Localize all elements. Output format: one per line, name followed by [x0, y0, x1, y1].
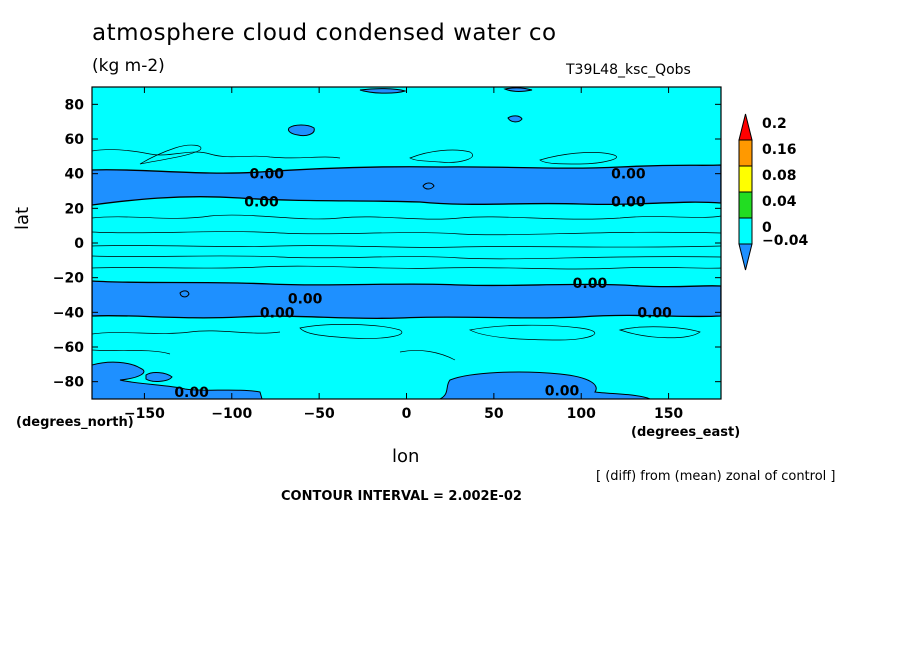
- y-tick-label: 80: [65, 97, 85, 113]
- negative-area-south-east: [439, 371, 651, 399]
- y-tick-label: −60: [53, 340, 84, 356]
- thin-contours: [92, 144, 721, 361]
- negative-band-north: [92, 164, 721, 206]
- colorbar-label: 0: [762, 220, 772, 236]
- colorbar-label: −0.04: [762, 233, 809, 249]
- colorbar-segment: [738, 217, 753, 245]
- negative-area-small-2: [507, 115, 523, 123]
- y-tick-label: 20: [65, 201, 85, 217]
- contour-label: 0.00: [611, 167, 646, 183]
- colorbar-label: 0.04: [762, 194, 797, 210]
- contour-label: 0.00: [637, 305, 672, 321]
- contour-label: 0.00: [244, 194, 279, 210]
- negative-area-small-1: [288, 124, 315, 137]
- negative-area-north-pole: [359, 87, 533, 94]
- x-axis-label: lon: [392, 446, 420, 467]
- x-axis: −150 −100 −50 0 50 100 150: [124, 87, 683, 422]
- negative-area-small-3: [422, 182, 435, 190]
- negative-area-south-west: [92, 361, 263, 399]
- colorbar-segment: [738, 165, 753, 193]
- contour-label: 0.00: [249, 167, 284, 183]
- x-tick-label: −100: [211, 406, 252, 422]
- colorbar-top-arrow: [738, 113, 753, 141]
- y-tick-label: 40: [65, 167, 85, 183]
- negative-band-south: [92, 280, 721, 320]
- negative-area-small-4: [179, 290, 190, 298]
- colorbar-label: 0.2: [762, 116, 787, 132]
- contour-label: 0.00: [174, 385, 209, 401]
- y-tick-label: 0: [74, 236, 84, 252]
- x-tick-label: 100: [567, 406, 596, 422]
- x-tick-label: −50: [304, 406, 335, 422]
- y-tick-label: −40: [53, 305, 84, 321]
- x-axis-units: (degrees_east): [631, 425, 741, 440]
- colorbar: −0.040 0.04 0.08 0.16 0.2: [738, 113, 809, 271]
- x-tick-label: 0: [402, 406, 412, 422]
- contour-label: 0.00: [288, 291, 323, 307]
- contour-labels: 0.000.000.000.000.000.000.00 0.000.00 0.00: [174, 167, 672, 401]
- y-tick-label: −80: [53, 375, 84, 391]
- colorbar-bottom-arrow: [738, 243, 753, 271]
- negative-area-south-small: [145, 372, 173, 382]
- chart-title: atmosphere cloud condensed water co: [92, 20, 557, 46]
- colorbar-segment: [738, 139, 753, 167]
- run-label: T39L48_ksc_Qobs: [566, 62, 691, 78]
- x-tick-label: −150: [124, 406, 165, 422]
- colorbar-segment: [738, 191, 753, 219]
- contour-label: 0.00: [545, 383, 580, 399]
- contour-label: 0.00: [573, 276, 608, 292]
- chart-units: (kg m-2): [92, 56, 165, 76]
- contour-label: 0.00: [611, 194, 646, 210]
- colorbar-label: 0.08: [762, 168, 797, 184]
- background-fill: [92, 87, 721, 399]
- contour-field: 0.000.000.000.000.000.000.00 0.000.00 0.00: [92, 87, 721, 401]
- y-tick-label: 60: [65, 132, 85, 148]
- colorbar-label: 0.16: [762, 142, 797, 158]
- contour-interval: CONTOUR INTERVAL = 2.002E-02: [281, 489, 522, 504]
- diff-note: [ (diff) from (mean) zonal of control ]: [596, 469, 836, 484]
- y-axis-units: (degrees_north): [16, 415, 134, 430]
- x-tick-label: 150: [654, 406, 683, 422]
- y-axis: −80 −60 −40 −20 0 20 40 60 80: [53, 97, 721, 391]
- y-tick-label: −20: [53, 271, 84, 287]
- x-tick-label: 50: [484, 406, 504, 422]
- contour-label: 0.00: [260, 305, 295, 321]
